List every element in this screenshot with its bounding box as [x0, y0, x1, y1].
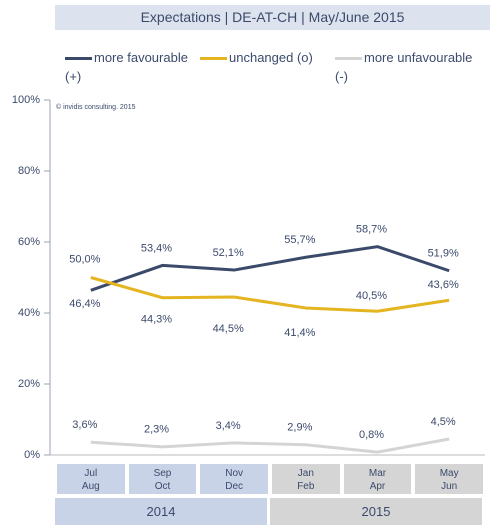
y-tick-label: 0% [24, 449, 40, 461]
value-label: 58,7% [356, 224, 387, 236]
legend-item: more unfavourable (-) [335, 48, 475, 86]
legend-label: more favourable (+) [65, 50, 188, 84]
y-tick-label: 40% [18, 307, 40, 319]
x-tick-label: Nov Dec [200, 464, 268, 494]
value-label: 40,5% [356, 290, 387, 302]
y-tick-label: 100% [12, 94, 40, 106]
x-tick-label: Jan Feb [272, 464, 340, 494]
value-label: 51,9% [428, 248, 459, 260]
legend-label: more unfavourable (-) [335, 50, 473, 84]
x-tick-label: Jul Aug [57, 464, 125, 494]
series-line [90, 245, 450, 292]
series-line [90, 276, 450, 313]
legend-item: more favourable (+) [65, 48, 190, 86]
value-label: 52,1% [213, 247, 244, 259]
chart-title: Expectations | DE-AT-CH | May/June 2015 [55, 5, 490, 30]
value-label: 44,5% [213, 323, 244, 335]
legend-swatch [65, 57, 92, 61]
legend-item: unchanged (o) [200, 48, 330, 67]
value-label: 0,8% [359, 429, 384, 441]
group-label: 2015 [270, 498, 482, 525]
value-label: 41,4% [284, 327, 315, 339]
y-tick-label: 60% [18, 236, 40, 248]
x-tick-label: Mar Apr [343, 464, 412, 494]
value-label: 2,3% [144, 424, 169, 436]
legend-label: unchanged (o) [229, 50, 313, 65]
x-tick-label: May Jun [415, 464, 483, 494]
value-label: 53,4% [141, 242, 172, 254]
value-label: 46,4% [69, 298, 100, 310]
y-tick-label: 20% [18, 378, 40, 390]
value-label: 50,0% [69, 253, 100, 265]
value-label: 2,9% [287, 422, 312, 434]
y-tick-label: 80% [18, 165, 40, 177]
series-line [90, 437, 450, 454]
value-label: 3,4% [216, 420, 241, 432]
legend-swatch [335, 57, 362, 61]
group-label: 2014 [55, 498, 267, 525]
value-label: 55,7% [284, 234, 315, 246]
value-label: 4,5% [431, 416, 456, 428]
annotation: © invidis consulting. 2015 [56, 103, 136, 111]
x-tick-label: Sep Oct [128, 464, 197, 494]
value-label: 43,6% [428, 279, 459, 291]
value-label: 44,3% [141, 314, 172, 326]
legend-swatch [200, 57, 227, 61]
value-label: 3,6% [72, 419, 97, 431]
